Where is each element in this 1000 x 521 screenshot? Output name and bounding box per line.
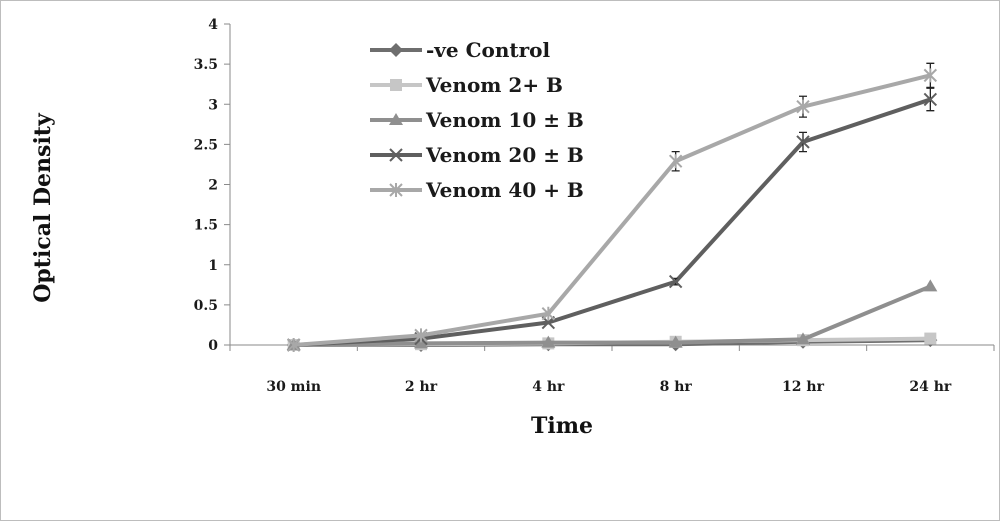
series-line	[293, 284, 932, 347]
data-point	[541, 306, 556, 321]
data-point	[923, 92, 938, 107]
x-tick-labels: 30 min 2 hr 4 hr 8 hr 12 hr 24 hr	[229, 345, 995, 395]
data-point	[796, 135, 810, 149]
series-3	[286, 279, 938, 350]
series-5	[286, 62, 938, 352]
data-point	[414, 328, 428, 343]
legend-marker	[389, 183, 403, 197]
legend-item: Venom 2+ B	[370, 73, 563, 97]
legend-marker	[390, 79, 402, 91]
y-tick-label: 1.5	[194, 218, 218, 234]
legend-label: Venom 2+ B	[425, 73, 563, 97]
legend-item: Venom 40 + B	[370, 178, 584, 202]
data-point	[923, 68, 938, 83]
x-tick-label: 2 hr	[405, 379, 438, 395]
series-4	[286, 87, 938, 352]
axes	[229, 24, 994, 346]
y-tick-label: 3.5	[194, 57, 218, 73]
y-tick-labels: 0 0.5 1 1.5 2 2.5 3 3.5 4	[194, 17, 230, 354]
data-point	[414, 336, 428, 349]
data-point	[668, 274, 683, 289]
legend-label: Venom 10 ± B	[425, 108, 584, 132]
legend-label: Venom 20 ± B	[425, 143, 584, 167]
series-line	[293, 73, 931, 347]
series-line	[293, 97, 931, 347]
y-tick-label: 0	[208, 338, 218, 354]
y-tick-label: 4	[208, 17, 218, 33]
plot-area	[286, 62, 938, 352]
legend-marker	[389, 148, 403, 162]
y-tick-label: 1	[208, 258, 218, 274]
data-point	[286, 338, 301, 352]
legend-item: -ve Control	[370, 38, 551, 62]
y-tick-label: 3	[208, 97, 218, 113]
legend: -ve Control Venom 2+ B Venom 10 ± B Venom 2…	[370, 38, 584, 202]
y-axis-title: Optical Density	[30, 112, 56, 303]
data-point	[923, 279, 938, 292]
y-tick-label: 0.5	[194, 298, 218, 314]
data-point	[541, 335, 556, 348]
legend-item: Venom 20 ± B	[370, 143, 584, 167]
y-tick-label: 2	[208, 178, 218, 194]
legend-marker	[389, 43, 403, 57]
x-tick-label: 24 hr	[909, 379, 952, 395]
data-point	[924, 332, 937, 345]
legend-marker	[389, 113, 403, 125]
data-point	[668, 154, 683, 169]
x-tick-label: 8 hr	[660, 379, 693, 395]
x-tick-label: 4 hr	[532, 379, 565, 395]
legend-label: Venom 40 + B	[425, 178, 584, 202]
legend-label: -ve Control	[426, 38, 551, 62]
data-point	[796, 99, 810, 114]
x-tick-label: 12 hr	[782, 379, 825, 395]
data-point	[668, 335, 683, 348]
legend-item: Venom 10 ± B	[370, 108, 584, 132]
x-axis-title: Time	[531, 413, 593, 439]
x-tick-label: 30 min	[266, 379, 321, 395]
y-tick-label: 2.5	[194, 137, 218, 153]
data-point	[796, 332, 810, 345]
